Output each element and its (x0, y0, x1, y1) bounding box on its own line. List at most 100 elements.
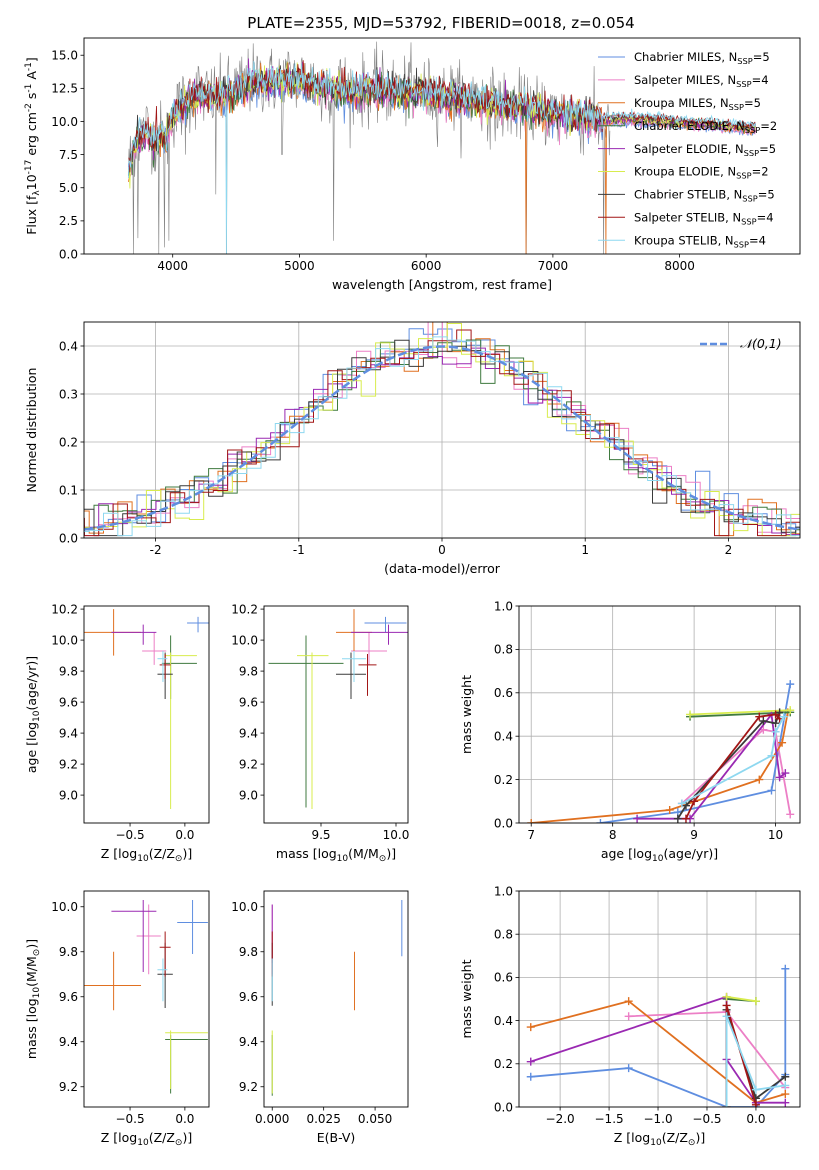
label-segment: -1 (24, 84, 34, 93)
mass-weight-marker (751, 997, 760, 1006)
label-segment: (Z/Z (149, 1130, 175, 1145)
y-tick-label: 9.8 (239, 664, 258, 678)
mass_vs_Z-points (84, 900, 208, 1094)
x-tick-label: 6000 (411, 259, 442, 273)
y-tick-label: 9.6 (59, 990, 78, 1004)
mass_vs_EBV-points (271, 900, 403, 1096)
label-segment: age [log (24, 722, 39, 773)
x-tick-label: 7 (527, 828, 535, 842)
label-segment: )] (695, 1130, 705, 1145)
label-segment: (Z/Z (662, 1130, 688, 1145)
label-segment: )] (182, 846, 192, 861)
x-tick-label: 9 (690, 828, 698, 842)
label-segment: age [log (601, 846, 652, 861)
age_vs_mass-axes: 9.5 10.0 9.0 9.2 9.4 9.6 9.8 10.0 10.2 mass [log1… (231, 602, 409, 864)
y-axis-label: mass [log10(M/M⊙)] (24, 939, 42, 1059)
label-segment: Chabrier ELODIE, N (634, 119, 745, 133)
label-segment: (M/M (24, 956, 39, 987)
mass-weight-marker (722, 1001, 731, 1010)
y-tick-label: 9.2 (239, 757, 258, 771)
mass-weight-marker (786, 680, 795, 689)
mass-weight-marker (624, 997, 633, 1006)
label-segment: =2 (760, 119, 777, 133)
label-segment: =5 (759, 142, 776, 156)
mass-weight-line (725, 1015, 786, 1107)
y-tick-label: 0.0 (494, 816, 513, 830)
label-segment: Salpeter MILES, N (634, 73, 736, 87)
y-tick-label: 9.4 (239, 726, 258, 740)
mass-weight-marker (781, 1081, 790, 1090)
histogram-steps (84, 322, 800, 537)
y-tick-label: 0.3 (59, 387, 78, 401)
mass-weight-marker (781, 1090, 790, 1099)
y-tick-label: 10.2 (51, 602, 78, 616)
x-tick-label: 0.0 (175, 1112, 194, 1126)
y-tick-label: 0.4 (59, 339, 78, 353)
legend-label: 𝒩(0,1) (740, 336, 782, 351)
mass-weight-marker (624, 1012, 633, 1021)
x-tick-label: -1 (293, 543, 305, 557)
age_vs_mass-points (268, 609, 408, 810)
legend-label: Kroupa STELIB, NSSP=4 (634, 233, 766, 249)
normal-curve-line (84, 345, 800, 531)
y-tick-label: 0.6 (494, 971, 513, 985)
x-tick-label: 0.0 (746, 1112, 765, 1126)
y-tick-label: 0.0 (494, 1100, 513, 1114)
label-segment: ⊙ (688, 1138, 696, 1148)
label-segment: =5 (758, 188, 775, 202)
y-tick-label: 9.8 (59, 664, 78, 678)
age_vs_Z-points (84, 609, 209, 810)
y-tick-label: 0.8 (494, 928, 513, 942)
y-tick-label: 10.0 (231, 900, 258, 914)
mass-weight-marker (778, 738, 787, 747)
mass-weight-line (600, 683, 792, 823)
x-axis-label: mass [log10(M/M⊙)] (276, 846, 396, 864)
label-segment: (data-model)/error (384, 561, 501, 576)
spectrum-model-line (128, 60, 756, 173)
mass-weight-marker (526, 1023, 535, 1032)
age_vs_Z-axes: −0.5 0.09.09.29.49.69.810.010.2Z [log10(Z… (24, 602, 194, 864)
mass-weight-marker (767, 751, 776, 760)
label-segment: Flux [f (24, 195, 39, 235)
label-segment: -2 (24, 103, 34, 112)
mass-weight-line (689, 709, 791, 716)
mass-weight-marker (690, 797, 699, 806)
mass-weight-line (681, 716, 785, 805)
x-axis-label: Z [log10(Z/Z⊙)] (614, 1130, 705, 1148)
label-segment: Chabrier STELIB, N (634, 188, 742, 202)
mass-weight-marker (781, 769, 790, 778)
axes-frame (263, 605, 409, 824)
residual-legend: 𝒩(0,1) (700, 336, 782, 351)
mass-weight-marker (681, 801, 690, 810)
x-tick-label: -2 (150, 543, 162, 557)
label-segment: wavelength [Angstrom, rest frame] (332, 277, 552, 292)
y-tick-label: 9.2 (59, 1080, 78, 1094)
mass-weight-line (726, 995, 757, 1003)
y-tick-label: 1.0 (494, 599, 513, 613)
y-axis-label: mass weight (459, 959, 474, 1038)
mass-weight-marker (771, 710, 780, 719)
label-segment: =4 (752, 73, 769, 87)
x-axis-label: wavelength [Angstrom, rest frame] (332, 277, 552, 292)
label-segment: Z [log (101, 846, 137, 861)
spectrum-lines (128, 41, 756, 254)
y-tick-label: 9.6 (239, 695, 258, 709)
label-segment: 𝒩(0,1) (740, 336, 782, 351)
y-tick-label: 9.2 (239, 1080, 258, 1094)
y-tick-label: 10.2 (231, 602, 258, 616)
x-axis-label: Z [log10(Z/Z⊙)] (101, 1130, 192, 1148)
label-segment: SSP (741, 217, 756, 227)
label-segment: =4 (749, 233, 766, 247)
label-segment: A (24, 71, 39, 84)
label-segment: ⊙ (175, 854, 183, 864)
label-segment: SSP (745, 125, 760, 135)
mass-weight-marker (767, 786, 776, 795)
y-tick-label: 2.5 (59, 214, 78, 228)
mass-weight-line (530, 968, 787, 1107)
mass-weight-marker (633, 814, 642, 823)
histogram-line (84, 336, 800, 537)
x-tick-label: 10.0 (383, 828, 410, 842)
mass-weight-marker (755, 775, 764, 784)
